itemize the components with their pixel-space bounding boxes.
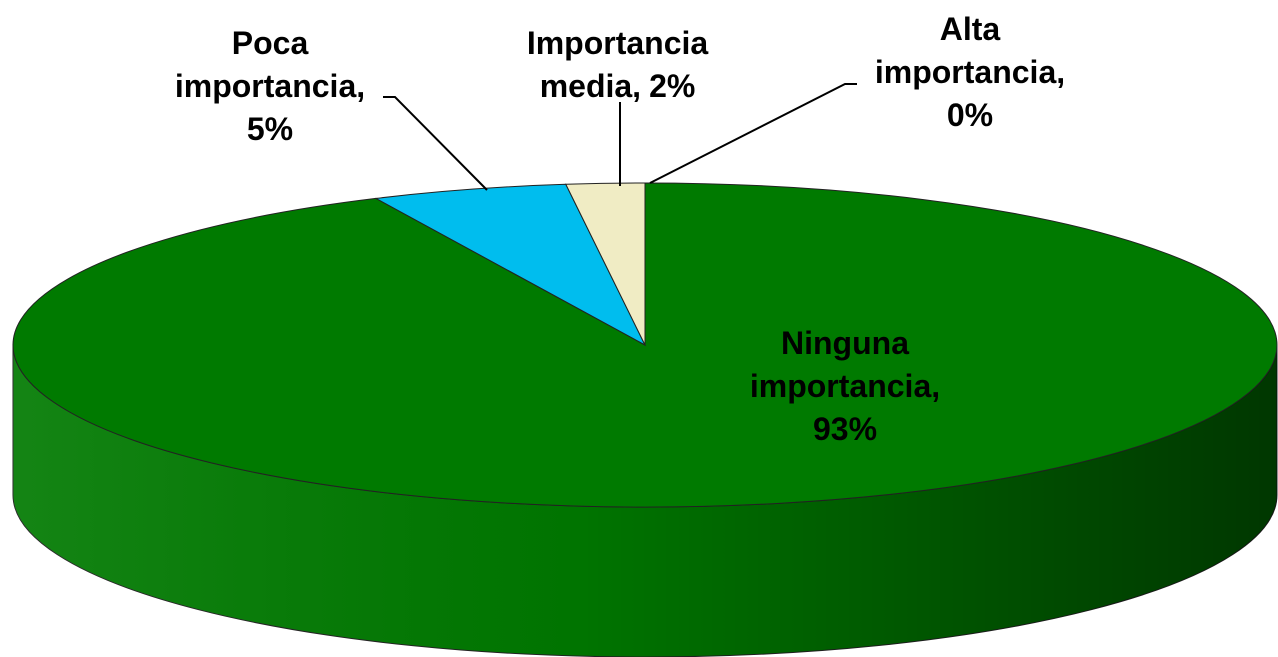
category-name: Ninguna importancia bbox=[750, 325, 940, 404]
value-label: 2% bbox=[649, 68, 696, 104]
value-label: 5% bbox=[246, 111, 294, 147]
pie bbox=[12, 182, 1278, 657]
side-shade bbox=[13, 345, 1277, 657]
slice bbox=[374, 183, 647, 347]
leader-line bbox=[649, 83, 857, 184]
slice-label: Poca importancia 5% bbox=[155, 22, 385, 151]
leader-lines bbox=[383, 83, 857, 191]
category-name: Poca importancia bbox=[175, 25, 365, 104]
value-label: 0% bbox=[946, 97, 994, 133]
leader-line bbox=[383, 96, 488, 191]
value-label: 93% bbox=[812, 411, 878, 447]
category-name: Alta importancia bbox=[875, 11, 1065, 90]
slice-label: Importancia media2% bbox=[500, 22, 735, 108]
slice-label: Ninguna importancia 93% bbox=[715, 322, 975, 451]
slice-label: Alta importancia 0% bbox=[855, 8, 1085, 137]
